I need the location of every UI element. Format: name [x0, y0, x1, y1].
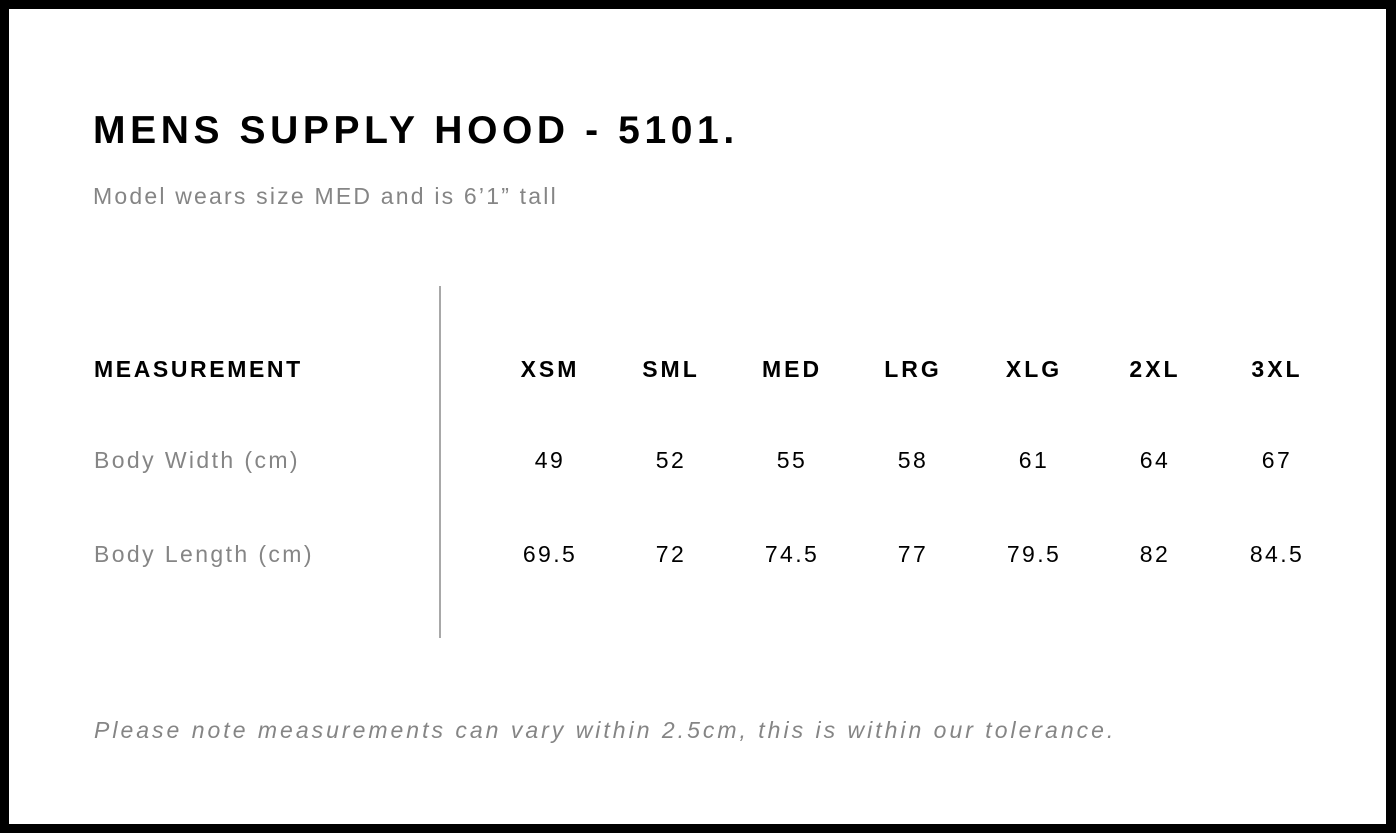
- size-chart-card: MENS SUPPLY HOOD - 5101. Model wears siz…: [9, 9, 1386, 824]
- tolerance-note: Please note measurements can vary within…: [94, 717, 1117, 743]
- size-header-2xl: 2XL: [1129, 356, 1181, 382]
- row-label-body-width: Body Width (cm): [94, 447, 300, 473]
- size-header-xlg: XLG: [1005, 356, 1063, 382]
- row-label-body-length: Body Length (cm): [94, 541, 314, 567]
- measurement-header: MEASUREMENT: [94, 356, 303, 382]
- size-header-3xl: 3XL: [1251, 356, 1303, 382]
- table-cell: 64: [1139, 447, 1171, 473]
- table-cell: 55: [776, 447, 808, 473]
- table-cell: 82: [1139, 541, 1171, 567]
- table-cell: 69.5: [522, 541, 578, 567]
- table-cell: 67: [1261, 447, 1293, 473]
- size-header-sml: SML: [642, 356, 700, 382]
- table-cell: 79.5: [1006, 541, 1062, 567]
- size-header-xsm: XSM: [520, 356, 580, 382]
- table-cell: 74.5: [764, 541, 820, 567]
- table-cell: 72: [655, 541, 687, 567]
- model-info: Model wears size MED and is 6’1” tall: [93, 183, 558, 209]
- table-cell: 58: [897, 447, 929, 473]
- page-title: MENS SUPPLY HOOD - 5101.: [93, 109, 739, 152]
- column-divider: [439, 286, 441, 638]
- size-header-med: MED: [761, 356, 823, 382]
- size-header-lrg: LRG: [884, 356, 942, 382]
- table-cell: 52: [655, 447, 687, 473]
- table-cell: 77: [897, 541, 929, 567]
- table-cell: 84.5: [1249, 541, 1305, 567]
- table-cell: 49: [534, 447, 566, 473]
- table-cell: 61: [1018, 447, 1050, 473]
